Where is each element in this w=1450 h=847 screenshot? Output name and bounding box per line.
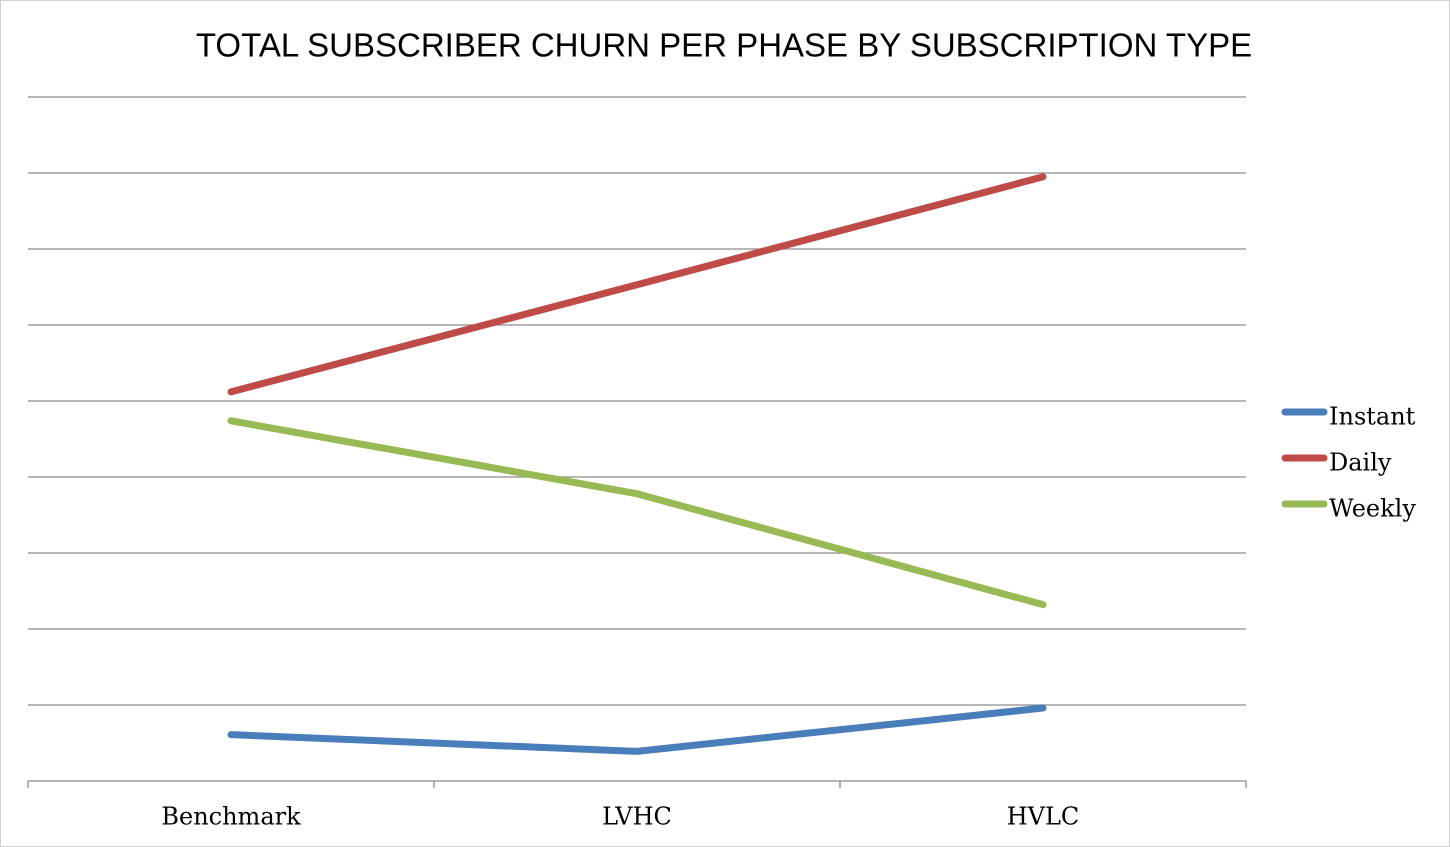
legend-label: Instant xyxy=(1329,403,1416,431)
series-line xyxy=(227,417,1047,609)
legend-label: Daily xyxy=(1329,449,1392,477)
chart-title: TOTAL SUBSCRIBER CHURN PER PHASE BY SUBS… xyxy=(196,27,1252,64)
series-line xyxy=(227,704,1047,755)
x-tick-label: Benchmark xyxy=(161,803,301,831)
legend-label: Weekly xyxy=(1329,495,1416,523)
x-tick-label: LVHC xyxy=(602,803,672,831)
series-line xyxy=(227,173,1047,396)
x-tick-label: HVLC xyxy=(1007,803,1080,831)
